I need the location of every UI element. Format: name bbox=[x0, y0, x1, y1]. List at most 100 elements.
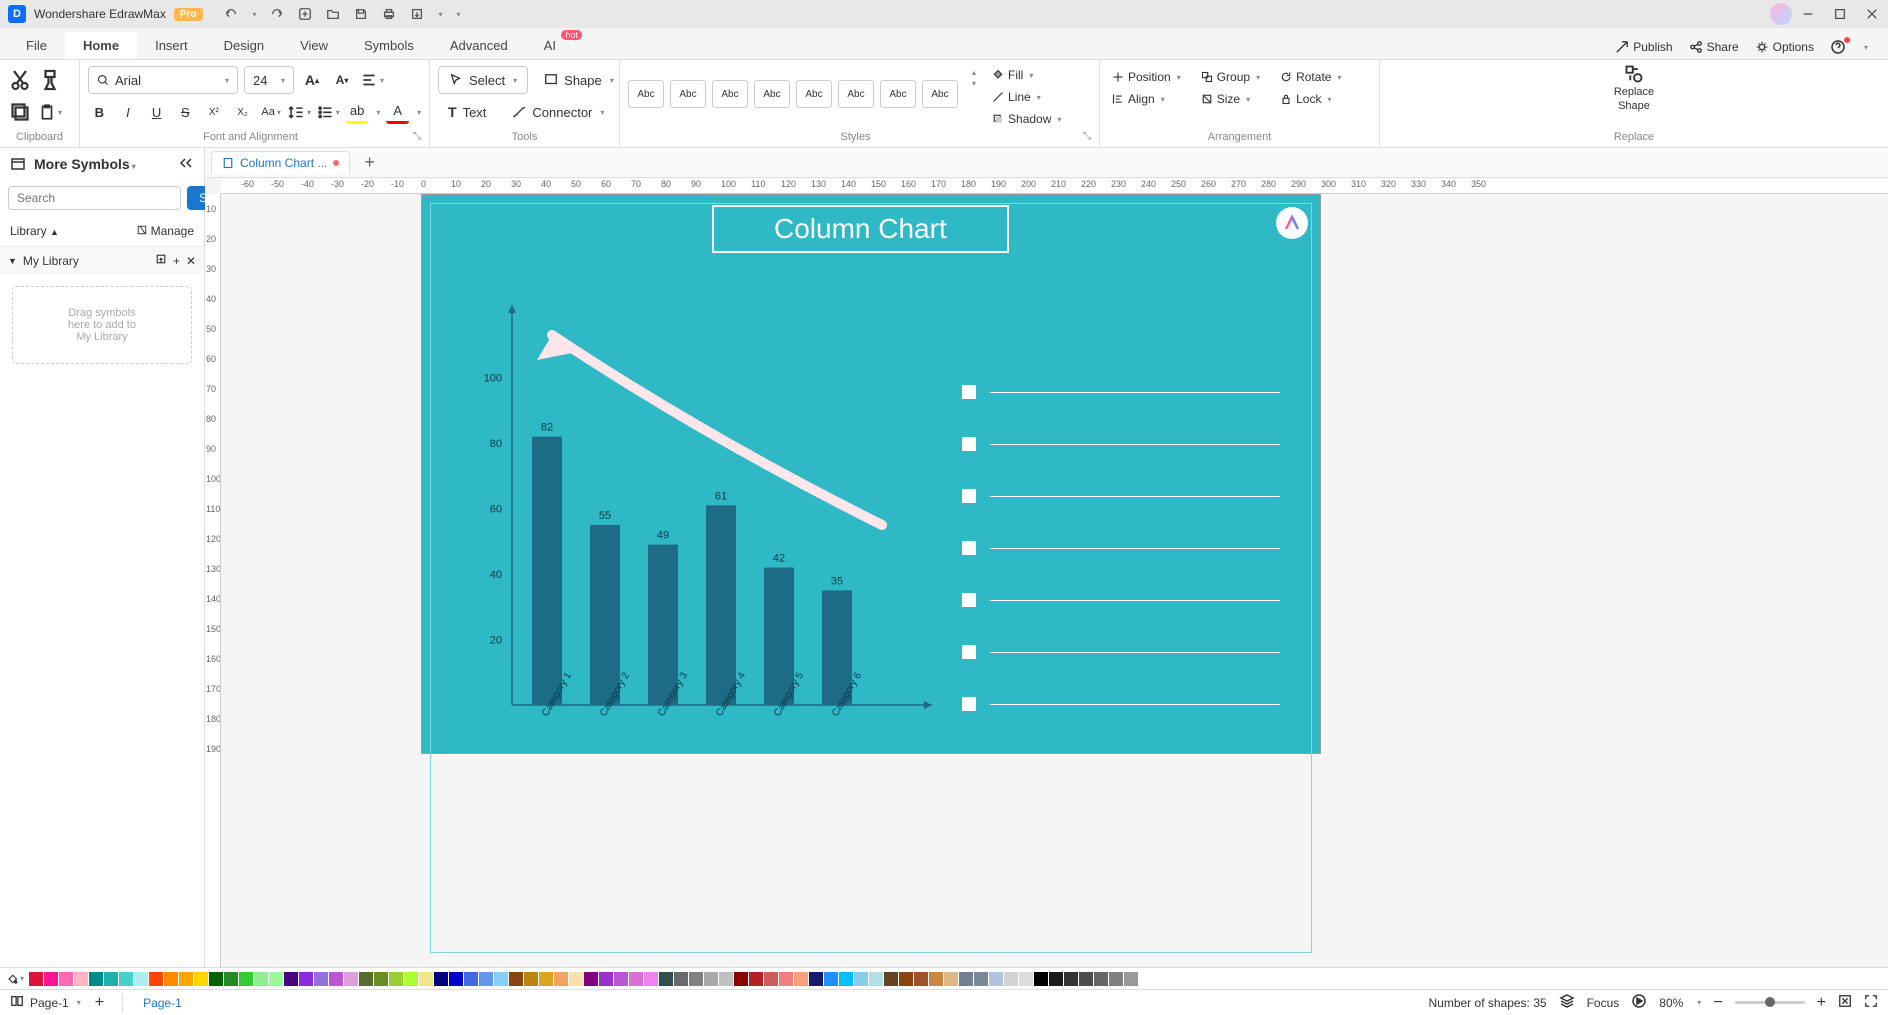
increase-font-icon[interactable]: A▴ bbox=[300, 68, 324, 92]
color-swatch[interactable] bbox=[374, 972, 388, 986]
legend-item[interactable] bbox=[962, 645, 1280, 659]
color-swatch[interactable] bbox=[164, 972, 178, 986]
color-swatch[interactable] bbox=[314, 972, 328, 986]
style-swatch[interactable]: Abc bbox=[880, 80, 916, 108]
color-swatch[interactable] bbox=[779, 972, 793, 986]
manage-button[interactable]: Manage bbox=[137, 224, 194, 238]
color-swatch[interactable] bbox=[119, 972, 133, 986]
color-swatch[interactable] bbox=[1034, 972, 1048, 986]
color-swatch[interactable] bbox=[74, 972, 88, 986]
page-dropdown[interactable]: ▾ bbox=[77, 998, 81, 1007]
shadow-button[interactable]: Shadow▾ bbox=[988, 110, 1065, 128]
maximize-icon[interactable] bbox=[1832, 6, 1848, 22]
menu-file[interactable]: File bbox=[8, 32, 65, 59]
open-icon[interactable] bbox=[325, 6, 341, 22]
color-swatch[interactable] bbox=[674, 972, 688, 986]
menu-view[interactable]: View bbox=[282, 32, 346, 59]
color-swatch[interactable] bbox=[479, 972, 493, 986]
bar[interactable] bbox=[532, 437, 562, 705]
color-swatch[interactable] bbox=[224, 972, 238, 986]
color-swatch[interactable] bbox=[1109, 972, 1123, 986]
color-swatch[interactable] bbox=[449, 972, 463, 986]
color-swatch[interactable] bbox=[644, 972, 658, 986]
size-button[interactable]: Size▾ bbox=[1197, 90, 1264, 108]
zoom-in-icon[interactable]: + bbox=[1817, 994, 1826, 1012]
color-swatch[interactable] bbox=[989, 972, 1003, 986]
legend-item[interactable] bbox=[962, 541, 1280, 555]
color-swatch[interactable] bbox=[959, 972, 973, 986]
color-swatch[interactable] bbox=[584, 972, 598, 986]
color-swatch[interactable] bbox=[764, 972, 778, 986]
color-swatch[interactable] bbox=[734, 972, 748, 986]
color-swatch[interactable] bbox=[854, 972, 868, 986]
page-layout-icon[interactable] bbox=[10, 994, 24, 1011]
color-swatch[interactable] bbox=[719, 972, 733, 986]
color-swatch[interactable] bbox=[659, 972, 673, 986]
menu-symbols[interactable]: Symbols bbox=[346, 32, 432, 59]
my-library-label[interactable]: My Library bbox=[23, 254, 79, 268]
group-button[interactable]: Group▾ bbox=[1197, 68, 1264, 86]
legend-item[interactable] bbox=[962, 697, 1280, 711]
highlight-icon[interactable]: ab bbox=[346, 100, 369, 124]
bullet-list-icon[interactable]: ▾ bbox=[317, 100, 340, 124]
page-tab[interactable]: Page-1 bbox=[135, 996, 190, 1010]
color-swatch[interactable] bbox=[254, 972, 268, 986]
fill-button[interactable]: Fill▾ bbox=[988, 66, 1065, 84]
color-swatch[interactable] bbox=[914, 972, 928, 986]
export-icon[interactable] bbox=[409, 6, 425, 22]
color-swatch[interactable] bbox=[1019, 972, 1033, 986]
color-swatch[interactable] bbox=[434, 972, 448, 986]
color-swatch[interactable] bbox=[104, 972, 118, 986]
strikethrough-icon[interactable]: S bbox=[174, 100, 197, 124]
color-swatch[interactable] bbox=[269, 972, 283, 986]
color-swatch[interactable] bbox=[149, 972, 163, 986]
publish-button[interactable]: Publish bbox=[1615, 40, 1672, 54]
color-swatch[interactable] bbox=[1124, 972, 1138, 986]
color-swatch[interactable] bbox=[629, 972, 643, 986]
align-icon[interactable]: ▾ bbox=[360, 68, 384, 92]
bar[interactable] bbox=[590, 525, 620, 705]
redo-icon[interactable] bbox=[269, 6, 285, 22]
color-swatch[interactable] bbox=[389, 972, 403, 986]
close-icon[interactable] bbox=[1864, 6, 1880, 22]
color-swatch[interactable] bbox=[1094, 972, 1108, 986]
paste-icon[interactable]: ▾ bbox=[38, 100, 62, 124]
styles-scroll-up[interactable]: ▴ bbox=[972, 68, 976, 77]
color-swatch[interactable] bbox=[569, 972, 583, 986]
presentation-icon[interactable] bbox=[1631, 993, 1647, 1012]
canvas-viewport[interactable]: Column Chart 2040608010082Category 155Ca… bbox=[221, 194, 1888, 967]
help-dropdown[interactable]: ▾ bbox=[1864, 43, 1868, 52]
style-swatch[interactable]: Abc bbox=[922, 80, 958, 108]
connector-tool[interactable]: Connector▾ bbox=[502, 98, 614, 126]
subscript-icon[interactable]: X₂ bbox=[231, 100, 254, 124]
color-swatch[interactable] bbox=[239, 972, 253, 986]
color-swatch[interactable] bbox=[299, 972, 313, 986]
new-icon[interactable] bbox=[297, 6, 313, 22]
share-button[interactable]: Share bbox=[1689, 40, 1739, 54]
color-swatch[interactable] bbox=[1004, 972, 1018, 986]
menu-home[interactable]: Home bbox=[65, 32, 137, 59]
color-swatch[interactable] bbox=[1079, 972, 1093, 986]
cut-icon[interactable] bbox=[8, 68, 32, 92]
color-swatch[interactable] bbox=[884, 972, 898, 986]
save-icon[interactable] bbox=[353, 6, 369, 22]
color-swatch[interactable] bbox=[929, 972, 943, 986]
shape-tool[interactable]: Shape▾ bbox=[534, 66, 624, 94]
color-swatch[interactable] bbox=[539, 972, 553, 986]
add-tab-button[interactable]: + bbox=[356, 152, 383, 173]
layers-icon[interactable] bbox=[1559, 993, 1575, 1012]
color-swatch[interactable] bbox=[359, 972, 373, 986]
legend-item[interactable] bbox=[962, 489, 1280, 503]
italic-icon[interactable]: I bbox=[117, 100, 140, 124]
chart-title[interactable]: Column Chart bbox=[712, 205, 1009, 253]
color-swatch[interactable] bbox=[1049, 972, 1063, 986]
color-swatch[interactable] bbox=[689, 972, 703, 986]
color-swatch[interactable] bbox=[869, 972, 883, 986]
color-swatch[interactable] bbox=[29, 972, 43, 986]
document-tab[interactable]: Column Chart ... bbox=[211, 151, 350, 174]
style-swatch[interactable]: Abc bbox=[670, 80, 706, 108]
collapse-panel-icon[interactable] bbox=[178, 157, 194, 172]
color-swatch[interactable] bbox=[494, 972, 508, 986]
color-swatch[interactable] bbox=[704, 972, 718, 986]
rotate-button[interactable]: Rotate▾ bbox=[1276, 68, 1345, 86]
